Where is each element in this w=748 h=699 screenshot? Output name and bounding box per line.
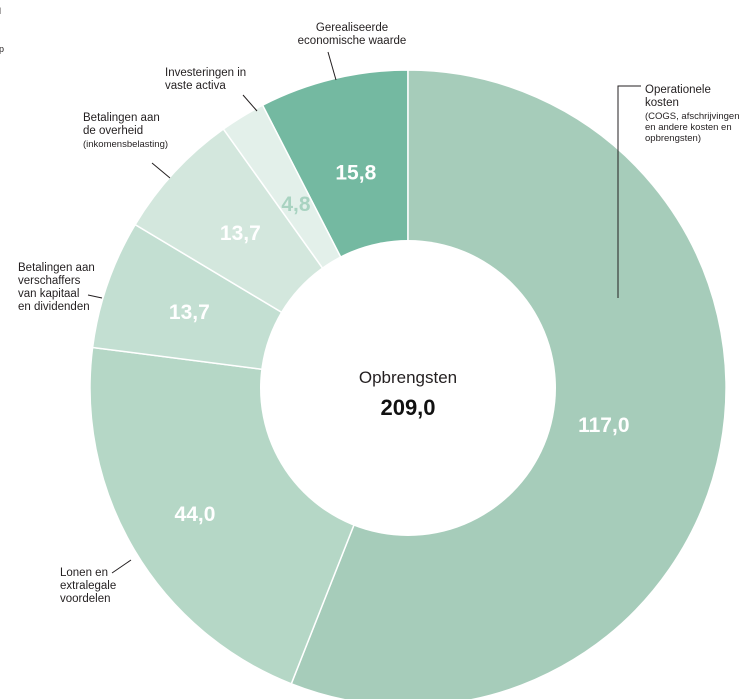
annotation-capital-line-1: Betalingen aan (18, 262, 95, 274)
slice-value-capital: 13,7 (169, 301, 210, 324)
annotation-investments-line-1: Investeringen in (165, 67, 246, 79)
donut-hole (260, 240, 556, 536)
center-value: 209,0 (380, 395, 435, 420)
annotation-operational-sub-2: en andere kosten en (645, 122, 732, 133)
annotation-government-sub-1: (inkomensbelasting) (83, 139, 168, 150)
center-label: Opbrengsten (359, 368, 457, 387)
slice-value-realized: 15,8 (335, 161, 376, 184)
slice-value-investments: 4,8 (281, 193, 311, 216)
slice-value-government: 13,7 (220, 222, 261, 245)
annotation-government-line-2: de overheid (83, 125, 143, 137)
annotation-capital-line-2: verschaffers (18, 275, 81, 287)
leader-line-government (152, 163, 170, 178)
leader-line-investments (243, 95, 257, 111)
slice-value-wages: 44,0 (175, 503, 216, 526)
annotation-operational-sub-1: (COGS, afschrijvingen (645, 111, 740, 122)
annotation-operational-line-2: kosten (645, 97, 679, 109)
annotation-realized-line-2: economische waarde (298, 35, 407, 47)
annotation-operational-sub-3: opbrengsten) (645, 133, 701, 144)
annotation-capital-line-3: van kapitaal (18, 288, 79, 300)
annotation-capital-line-4: en dividenden (18, 301, 90, 313)
annotation-wages-line-3: voordelen (60, 593, 111, 605)
edge-fragment-2: p (0, 44, 4, 54)
annotation-wages-line-1: Lonen en (60, 567, 108, 579)
annotation-wages-line-2: extralegale (60, 580, 116, 592)
leader-line-wages (112, 560, 131, 573)
annotation-government-line-1: Betalingen aan (83, 112, 160, 124)
slice-value-operational: 117,0 (578, 414, 629, 437)
annotation-investments-line-2: vaste activa (165, 80, 226, 92)
leader-line-capital (88, 295, 102, 298)
annotation-operational-line-1: Operationele (645, 84, 711, 96)
edge-fragment-1: l (0, 6, 1, 16)
leader-line-realized (328, 52, 336, 80)
annotation-realized-line-1: Gerealiseerde (316, 22, 388, 34)
